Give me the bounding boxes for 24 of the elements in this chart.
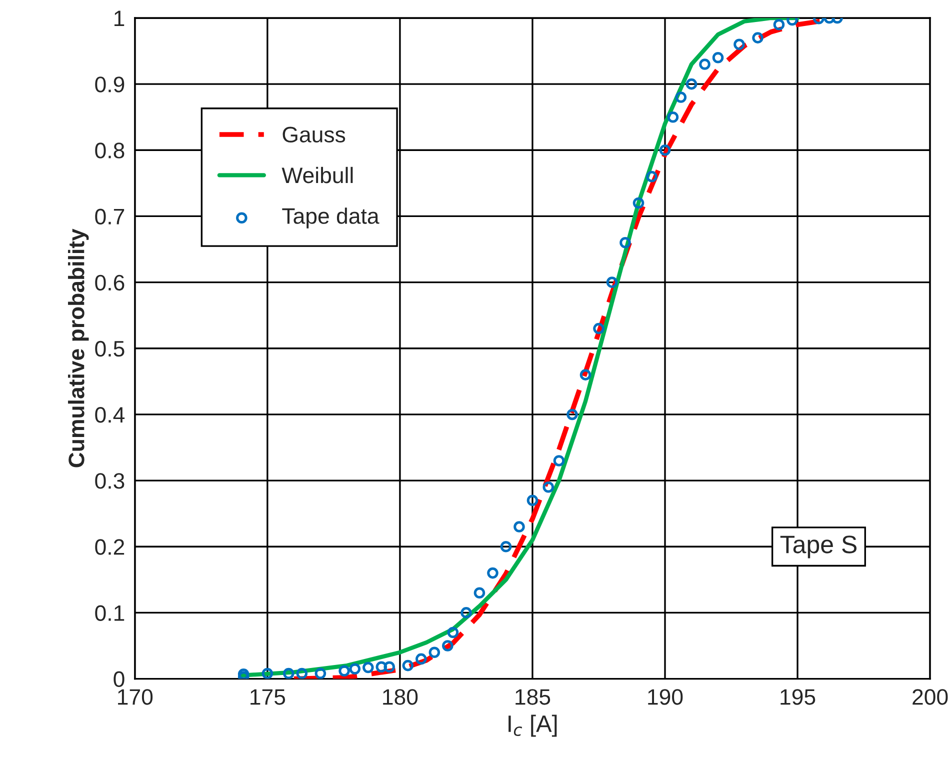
x-tick-label: 175 [250,689,286,705]
legend-label: Tape data [282,208,380,228]
x-tick-label: 190 [648,689,683,705]
x-axis-title: I$_{c}$ [A] [508,714,557,737]
annotation: Tape S [780,536,856,558]
y-tick-label: 0.8 [95,142,124,158]
y-tick-label: 1 [114,10,124,26]
x-tick-label: 195 [780,689,816,705]
y-tick-label: 0.5 [95,340,124,357]
y-axis-title: Cumulative probability [68,228,89,468]
y-tick-label: 0.7 [95,208,124,224]
legend-label: Gauss [282,126,346,142]
y-tick-label: 0.3 [95,473,124,489]
y-tick-label: 0.1 [95,605,124,621]
x-tick-label: 170 [118,689,153,705]
y-tick-label: 0 [114,671,124,688]
x-tick-label: 180 [383,689,418,705]
y-tick-label: 0.6 [95,274,124,291]
y-tick-label: 0.2 [95,539,124,555]
legend-label: Weibull [282,166,353,184]
y-tick-label: 0.4 [95,406,125,423]
y-tick-label: 0.9 [95,76,124,92]
x-tick-label: 185 [516,689,550,705]
x-tick-label: 200 [912,689,948,705]
